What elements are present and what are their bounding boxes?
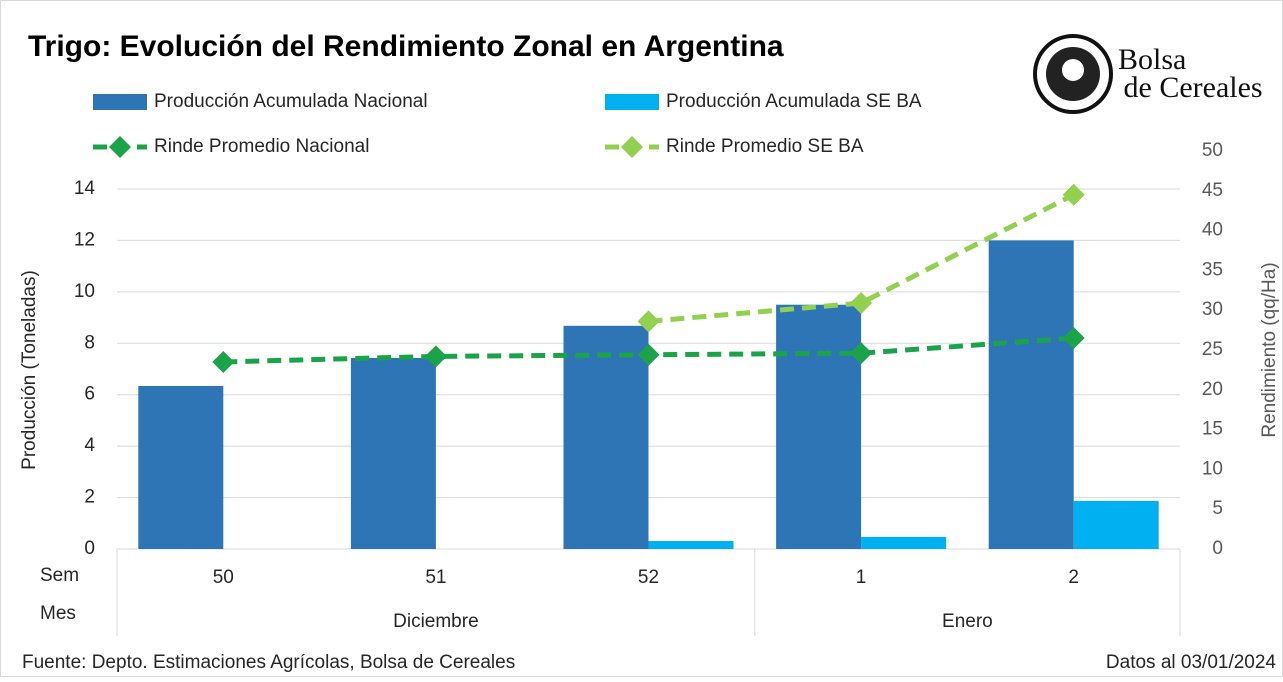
- legend-swatch: [605, 94, 659, 110]
- date-note: Datos al 03/01/2024: [1106, 652, 1277, 673]
- y2-tick-label: 40: [1202, 220, 1223, 241]
- y2-tick-label: 20: [1202, 379, 1223, 400]
- bar: [648, 541, 734, 549]
- y-tick-label: 8: [84, 332, 95, 353]
- brand: Bolsa de Cereales: [1116, 43, 1263, 104]
- bar: [1073, 500, 1159, 549]
- bar: [776, 304, 862, 549]
- bar: [350, 357, 436, 549]
- bar: [563, 325, 649, 549]
- marker: [1062, 327, 1085, 350]
- y-tick-label: 14: [74, 178, 96, 199]
- x-tick-label: 51: [425, 567, 446, 588]
- logo-figure: [1062, 59, 1084, 81]
- y-axis-label: Producción (Toneladas): [19, 270, 40, 470]
- month-label: Enero: [942, 611, 993, 632]
- y2-tick-label: 15: [1202, 419, 1223, 440]
- marker: [637, 310, 660, 333]
- line: [648, 192, 1075, 324]
- y2-tick-label: 5: [1212, 498, 1223, 519]
- y2-tick-label: 50: [1202, 140, 1223, 161]
- y2-tick-label: 25: [1202, 339, 1223, 360]
- bar: [138, 385, 224, 549]
- legend-label: Producción Acumulada Nacional: [154, 91, 428, 112]
- legend-marker: [109, 136, 131, 158]
- y-tick-label: 6: [84, 384, 95, 405]
- y-tick-label: 0: [84, 538, 95, 559]
- marker: [424, 345, 447, 368]
- marker: [1062, 183, 1085, 206]
- bar: [861, 536, 947, 549]
- row-label: Sem: [40, 565, 79, 586]
- marker: [850, 292, 873, 315]
- x-tick-label: 1: [856, 567, 867, 588]
- row-label: Mes: [40, 603, 76, 624]
- source: Fuente: Depto. Estimaciones Agrícolas, B…: [22, 652, 515, 673]
- y-tick-label: 10: [74, 281, 95, 302]
- y-tick-label: 12: [74, 229, 95, 250]
- legend-swatch: [93, 94, 147, 110]
- y2-tick-label: 35: [1202, 259, 1223, 280]
- x-tick-label: 2: [1068, 567, 1079, 588]
- legend-label: Producción Acumulada SE BA: [666, 91, 922, 112]
- legend-marker: [621, 136, 643, 158]
- y2-axis-label: Rendimiento (qq/Ha): [1259, 262, 1280, 437]
- marker: [212, 350, 235, 373]
- chart-title: Trigo: Evolución del Rendimiento Zonal e…: [28, 30, 784, 63]
- y2-tick-label: 0: [1212, 538, 1223, 559]
- legend-label: Rinde Promedio Nacional: [154, 136, 369, 157]
- x-tick-label: 50: [213, 567, 234, 588]
- marker: [850, 342, 873, 365]
- y2-tick-label: 45: [1202, 180, 1223, 201]
- legend-label: Rinde Promedio SE BA: [666, 136, 864, 157]
- y2-tick-label: 30: [1202, 299, 1223, 320]
- x-tick-label: 52: [638, 567, 659, 588]
- month-label: Diciembre: [393, 611, 479, 632]
- y2-tick-label: 10: [1202, 458, 1223, 479]
- bar: [988, 240, 1074, 549]
- marker: [637, 343, 660, 366]
- logo: Bolsa de Cereales: [1033, 34, 1263, 114]
- y-tick-label: 2: [84, 487, 95, 508]
- y-tick-label: 4: [84, 435, 95, 456]
